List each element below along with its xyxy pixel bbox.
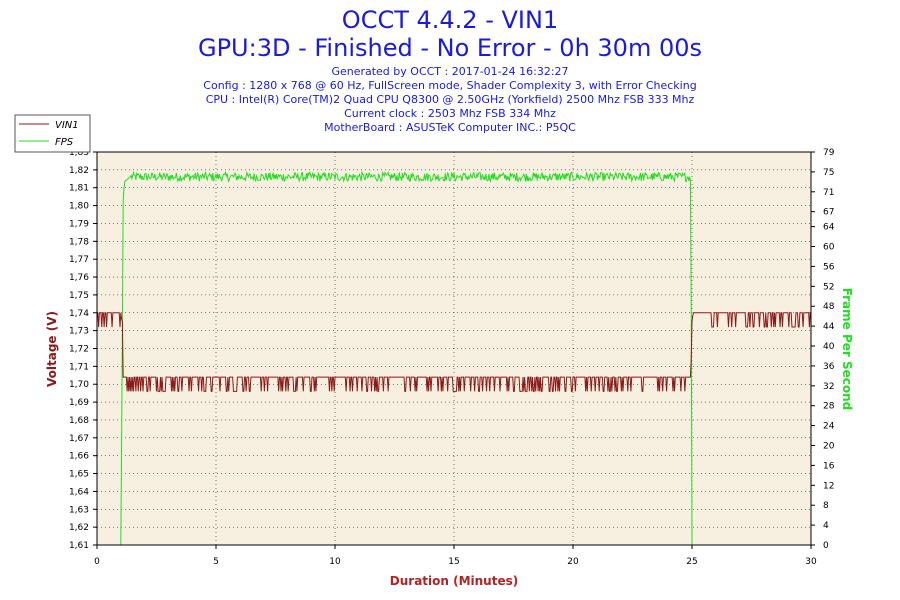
y-left-tick-label: 1,70: [69, 380, 89, 390]
y-left-tick-label: 1,63: [69, 505, 89, 515]
y-left-tick-label: 1,81: [69, 184, 89, 194]
y-right-tick-label: 32: [823, 382, 834, 392]
cpu-info: CPU : Intel(R) Core(TM)2 Quad CPU Q8300 …: [205, 93, 695, 106]
y-right-tick-label: 36: [823, 362, 835, 372]
y-right-tick-label: 8: [823, 501, 829, 511]
y-right-tick-label: 60: [823, 243, 835, 253]
y-left-tick-label: 1,78: [69, 237, 89, 247]
y-axis-left-label: Voltage (V): [45, 311, 59, 387]
y-right-tick-label: 44: [823, 322, 835, 332]
y-left-tick-label: 1,80: [69, 202, 89, 212]
x-axis: 0 5 10 15 20 25 30: [94, 545, 817, 567]
y-left-tick-label: 1,65: [69, 470, 89, 480]
y-right-tick-label: 28: [823, 402, 835, 412]
x-tick-label: 5: [213, 557, 219, 567]
legend-box: [14, 114, 91, 153]
y-left-tick-label: 1,76: [69, 273, 89, 283]
y-left-tick-label: 1,62: [69, 523, 89, 533]
motherboard-info: MotherBoard : ASUSTeK Computer INC.: P5Q…: [324, 121, 576, 134]
y-axis-left: 1,61 1,62 1,63 1,64 1,65 1,66 1,67 1,68 1,69 1,70…: [69, 148, 97, 551]
y-right-tick-label: 79: [823, 148, 835, 158]
y-right-tick-label: 0: [823, 541, 829, 551]
y-left-tick-label: 1,61: [69, 541, 89, 551]
clock-info: Current clock : 2503 Mhz FSB 334 Mhz: [344, 107, 556, 120]
y-right-tick-label: 64: [823, 223, 835, 233]
x-tick-label: 15: [448, 557, 459, 567]
y-right-tick-label: 24: [823, 422, 835, 432]
y-left-tick-label: 1,79: [69, 219, 89, 229]
y-right-tick-label: 20: [823, 442, 835, 452]
y-right-tick-label: 40: [823, 342, 835, 352]
x-tick-label: 10: [329, 557, 341, 567]
y-left-tick-label: 1,68: [69, 416, 89, 426]
y-right-tick-label: 56: [823, 262, 835, 272]
y-left-tick-label: 1,66: [69, 452, 89, 462]
legend-label-vin1: VIN1: [55, 120, 79, 131]
y-left-tick-label: 1,67: [69, 434, 89, 444]
y-left-tick-label: 1,83: [69, 148, 89, 158]
x-tick-label: 25: [686, 557, 697, 567]
y-right-tick-label: 4: [823, 521, 829, 531]
y-right-tick-label: 52: [823, 282, 834, 292]
y-left-tick-label: 1,69: [69, 398, 89, 408]
y-right-tick-label: 75: [823, 168, 834, 178]
y-left-tick-label: 1,82: [69, 166, 89, 176]
y-right-tick-label: 67: [823, 208, 834, 218]
y-right-tick-label: 12: [823, 481, 834, 491]
x-tick-label: 0: [94, 557, 100, 567]
series-line-vin1: [97, 312, 811, 392]
config-info: Config : 1280 x 768 @ 60 Hz, FullScreen …: [203, 79, 697, 92]
y-right-tick-label: 48: [823, 302, 835, 312]
y-left-tick-label: 1,73: [69, 327, 89, 337]
legend-label-fps: FPS: [55, 137, 74, 148]
y-left-tick-label: 1,64: [69, 487, 89, 497]
chart-title: OCCT 4.4.2 - VIN1: [341, 6, 559, 34]
y-left-tick-label: 1,71: [69, 362, 89, 372]
chart-header: OCCT 4.4.2 - VIN1 GPU:3D - Finished - No…: [0, 0, 900, 135]
y-axis-right-label: Frame Per Second: [840, 288, 854, 411]
y-right-tick-label: 16: [823, 461, 835, 471]
grid: [97, 152, 811, 545]
x-tick-label: 20: [567, 557, 579, 567]
y-left-tick-label: 1,72: [69, 345, 89, 355]
y-left-tick-label: 1,75: [69, 291, 89, 301]
y-left-tick-label: 1,77: [69, 255, 89, 265]
x-tick-label: 30: [805, 557, 817, 567]
legend: VIN1 FPS: [14, 114, 91, 153]
x-axis-label: Duration (Minutes): [390, 574, 518, 588]
y-right-tick-label: 71: [823, 188, 834, 198]
generated-info: Generated by OCCT : 2017-01-24 16:32:27: [331, 65, 569, 78]
chart-subtitle: GPU:3D - Finished - No Error - 0h 30m 00…: [197, 34, 702, 62]
y-left-tick-label: 1,74: [69, 309, 89, 319]
